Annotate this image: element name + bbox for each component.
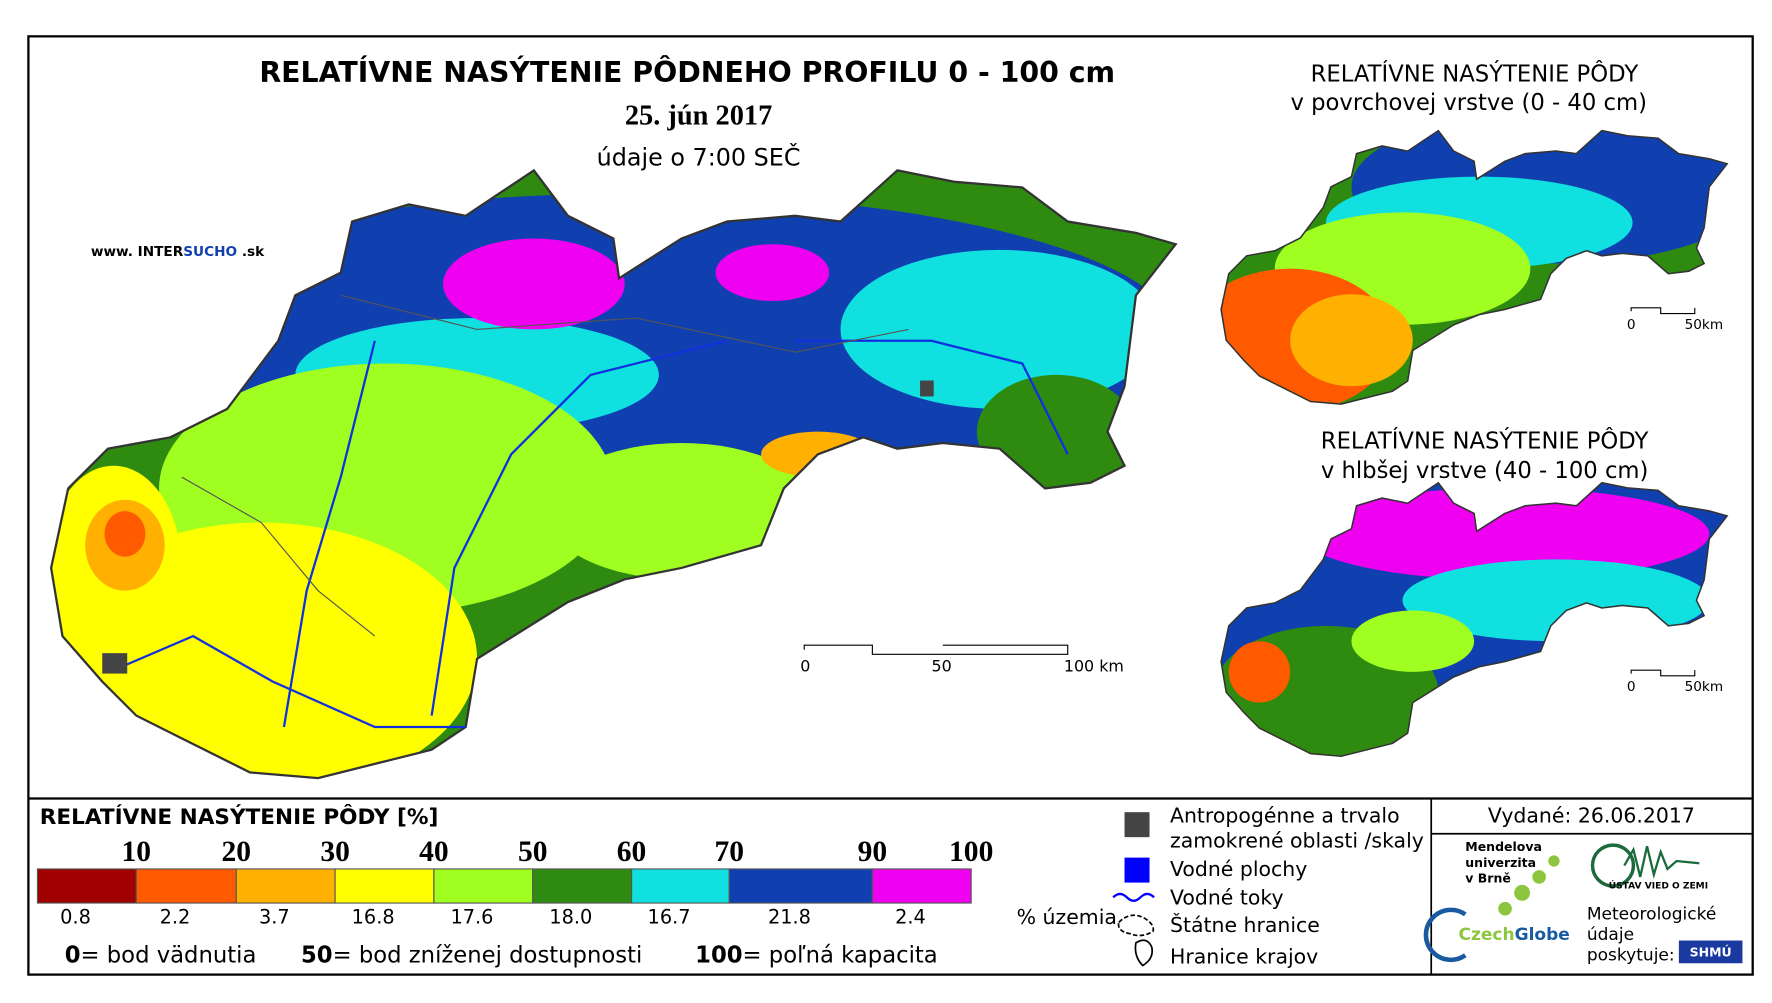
symbol-border — [1117, 914, 1155, 937]
note-text: = bod zníženej dostupnosti — [333, 942, 643, 968]
legend-swatch — [135, 868, 237, 904]
share-label: 0.8 — [60, 905, 91, 928]
threshold-label: 70 — [714, 836, 744, 868]
threshold-label: 30 — [320, 836, 350, 868]
website: www. INTERSUCHO .sk — [91, 244, 265, 260]
logo-text: SHMÚ — [1690, 945, 1732, 960]
inset-title: RELATÍVNE NASÝTENIE PÔDY — [1321, 426, 1649, 454]
legend-swatch — [532, 868, 633, 904]
shares-unit: % územia — [1017, 905, 1117, 929]
logo-shmu — [1678, 940, 1743, 964]
logo-text: CzechGlobe — [1458, 925, 1569, 945]
legend-swatch — [36, 868, 137, 904]
logo-text: ÚSTAV VIED O ZEMI — [1609, 880, 1708, 892]
legend-swatch — [728, 868, 873, 904]
scale-label: 0 — [800, 656, 810, 675]
logo-wave — [1623, 845, 1700, 880]
legend-swatch — [871, 868, 972, 904]
logo-part: Czech — [1458, 925, 1514, 945]
symbol-label: Hranice krajov — [1170, 945, 1318, 969]
share-label: 17.6 — [450, 905, 493, 928]
note-text: = bod vädnutia — [81, 942, 257, 968]
scale-label: 100 km — [1064, 656, 1124, 675]
logo-dots — [1498, 855, 1560, 916]
legend-note: 100= poľná kapacita — [695, 942, 938, 968]
time-note: údaje o 7:00 SEČ — [597, 144, 801, 172]
scale-bar — [803, 644, 1069, 655]
share-label: 2.4 — [895, 905, 926, 928]
symbol-label: Antropogénne a trvalo — [1170, 804, 1400, 828]
issued: Vydané: 26.06.2017 — [1488, 804, 1695, 828]
scale-label: 50km — [1685, 317, 1724, 333]
logo-text: v Brně — [1465, 871, 1511, 886]
note-text: = poľná kapacita — [743, 942, 938, 968]
inset-map — [1220, 481, 1728, 757]
frame — [27, 35, 1754, 976]
date: 25. jún 2017 — [625, 101, 772, 132]
legend-swatch — [235, 868, 336, 904]
scale-label: 50km — [1685, 679, 1724, 695]
threshold-label: 60 — [617, 836, 647, 868]
legend-note: 0= bod vädnutia — [65, 942, 257, 968]
threshold-label: 100 — [949, 836, 993, 868]
threshold-label: 20 — [222, 836, 252, 868]
symbol-water — [1124, 857, 1150, 883]
threshold-label: 40 — [419, 836, 449, 868]
scale-bar — [1630, 307, 1696, 315]
scale-label: 0 — [1627, 317, 1636, 333]
share-label: 2.2 — [160, 905, 191, 928]
logo-arc — [1423, 907, 1467, 963]
legend-swatch — [630, 868, 730, 904]
scale-label: 50 — [932, 656, 952, 675]
logo-text: údaje — [1587, 925, 1634, 945]
symbol-region — [1134, 939, 1154, 967]
share-label: 21.8 — [768, 905, 811, 928]
website-part: .sk — [237, 244, 265, 260]
legend-note: 50= bod zníženej dostupnosti — [301, 942, 642, 968]
legend-title: RELATÍVNE NASÝTENIE PÔDY [%] — [40, 804, 439, 830]
symbol-urban — [1124, 812, 1150, 838]
symbol-label: Štátne hranice — [1170, 912, 1320, 937]
symbol-river — [1112, 892, 1155, 902]
note-key: 50 — [301, 942, 333, 968]
legend: 10 20 30 40 50 60 70 90 100 0.8 2.2 3.7 16.8 17.6 18.0… — [36, 836, 993, 928]
logo-text: univerzita — [1465, 855, 1536, 870]
inset-title: v hlbšej vrstve (40 - 100 cm) — [1321, 458, 1649, 484]
legend-swatch — [334, 868, 435, 904]
logo-ring — [1590, 843, 1636, 888]
share-label: 16.7 — [648, 905, 691, 928]
logo-text: Mendelova — [1465, 839, 1542, 854]
scale-label: 0 — [1627, 679, 1636, 695]
inset-title: v povrchovej vrstve (0 - 40 cm) — [1290, 90, 1647, 116]
share-label: 3.7 — [259, 905, 290, 928]
threshold-label: 50 — [518, 836, 548, 868]
note-key: 0 — [65, 942, 81, 968]
symbol-label: Vodné plochy — [1170, 857, 1307, 881]
inset-title: RELATÍVNE NASÝTENIE PÔDY — [1311, 59, 1639, 87]
symbol-label: Vodné toky — [1170, 885, 1284, 909]
legend-swatch — [433, 868, 534, 904]
inset-map — [1220, 129, 1728, 405]
threshold-label: 90 — [858, 836, 888, 868]
share-label: 16.8 — [352, 905, 395, 928]
website-part: www. INTER — [91, 244, 184, 260]
website-part: SUCHO — [183, 244, 237, 260]
title: RELATÍVNE NASÝTENIE PÔDNEHO PROFILU 0 - … — [259, 55, 1115, 89]
threshold-label: 10 — [122, 836, 152, 868]
note-key: 100 — [695, 942, 742, 968]
logo-text: Meteorologické — [1587, 904, 1716, 924]
logo-part: Globe — [1515, 925, 1570, 945]
share-label: 18.0 — [549, 905, 592, 928]
scale-bar — [1630, 669, 1696, 677]
symbol-label: zamokrené oblasti /skaly — [1170, 829, 1424, 853]
logo-text: poskytuje: — [1587, 945, 1675, 965]
